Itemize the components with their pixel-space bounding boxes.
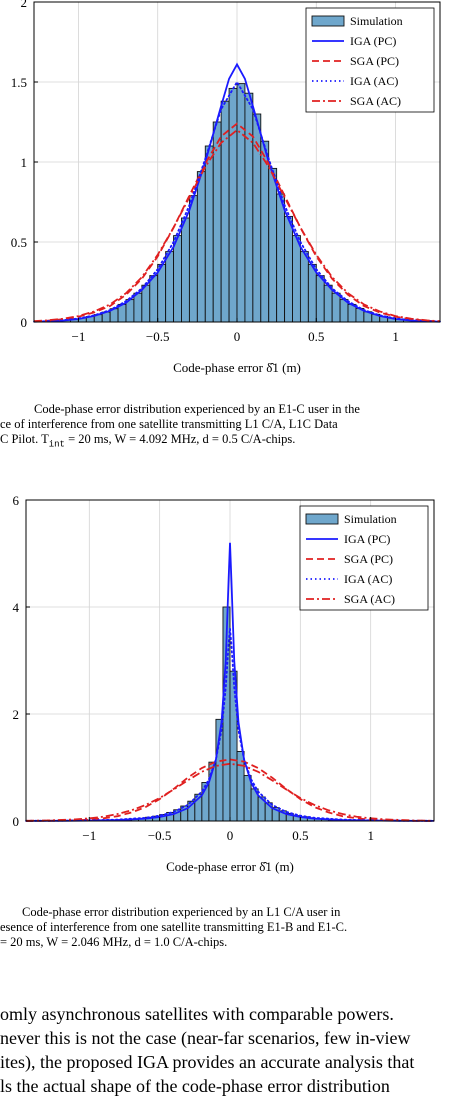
histogram-bar — [157, 263, 167, 323]
caption-line: esence of interference from one satellit… — [0, 920, 348, 934]
chart-2: −1 −0.5 0 0.5 1 0 2 4 6 Code-phase error δ̂1 (m) S… — [13, 493, 435, 874]
figure-caption-1: Code-phase error distribution experience… — [0, 402, 474, 453]
x-tick-label: −0.5 — [148, 828, 172, 843]
y-tick-label: 4 — [13, 600, 20, 615]
y-tick-label: 1.5 — [11, 75, 27, 90]
x-tick-label: −1 — [82, 828, 96, 843]
series-line-sga-ac — [33, 128, 441, 323]
caption-line: Code-phase error distribution experience… — [34, 402, 360, 416]
histogram-bar — [133, 292, 143, 323]
y-tick-label: 0 — [13, 814, 20, 829]
caption-text: C Pilot. T — [0, 432, 49, 446]
histogram-bar — [268, 167, 278, 323]
caption-line: ce of interference from one satellite tr… — [0, 417, 338, 431]
y-tick-label: 2 — [13, 707, 20, 722]
histogram-bar — [243, 775, 252, 822]
histogram-bar — [315, 275, 325, 323]
series-line-sga-ac — [25, 762, 435, 822]
histogram-bar — [149, 275, 159, 323]
body-line: ls the actual shape of the code-phase er… — [0, 1076, 390, 1096]
series-line-iga-ac — [25, 628, 435, 822]
y-tick-label: 6 — [13, 493, 20, 508]
legend-label: IGA (AC) — [350, 74, 398, 88]
legend: Simulation IGA (PC) SGA (PC) IGA (AC) SGA (A… — [305, 7, 435, 113]
histogram-bar — [181, 217, 190, 323]
histogram-bar — [165, 251, 175, 323]
legend-label: Simulation — [344, 512, 397, 526]
legend-swatch-histogram — [305, 513, 339, 525]
caption-subscript: int — [48, 439, 65, 450]
series-line-sga-pc — [33, 122, 441, 323]
legend-label: SGA (PC) — [350, 54, 399, 68]
figure-caption-2: Code-phase error distribution experience… — [0, 905, 474, 950]
y-tick-label: 1 — [21, 155, 28, 170]
histogram-bar — [212, 121, 222, 323]
x-tick-label: 1 — [367, 828, 374, 843]
histogram-bar — [236, 83, 246, 323]
x-axis-label: Code-phase error δ̂1 (m) — [166, 859, 294, 874]
histogram-bar — [323, 284, 333, 323]
x-tick-label: −0.5 — [146, 329, 170, 344]
legend-label: SGA (AC) — [344, 592, 395, 606]
x-axis-label: Code-phase error δ̂1 (m) — [173, 360, 301, 375]
body-line: omly asynchronous satellites with compar… — [0, 1004, 394, 1024]
histogram-bar — [307, 263, 317, 323]
histogram-bar — [244, 92, 254, 323]
y-tick-label: 0 — [21, 315, 28, 330]
caption-line: Code-phase error distribution experience… — [22, 905, 341, 919]
histogram-bar — [276, 193, 286, 323]
histogram-bar — [284, 215, 293, 323]
legend-label: IGA (PC) — [350, 34, 396, 48]
legend-label: SGA (PC) — [344, 552, 393, 566]
x-tick-label: −1 — [71, 329, 85, 344]
legend-label: IGA (AC) — [344, 572, 392, 586]
histogram-bar — [188, 195, 198, 323]
histogram-bar — [141, 284, 151, 323]
histogram-bar — [292, 235, 301, 323]
x-tick-label: 1 — [392, 329, 399, 344]
legend: Simulation IGA (PC) SGA (PC) IGA (AC) SGA (A… — [299, 505, 429, 611]
histogram-bars — [33, 83, 441, 323]
legend-label: IGA (PC) — [344, 532, 390, 546]
chart-1: −1 −0.5 0 0.5 1 0 0.5 1 1.5 2 Code-phase error δ̂1… — [11, 0, 441, 375]
legend-swatch-histogram — [311, 15, 345, 27]
series-line-sga-pc — [25, 758, 435, 822]
legend-label: SGA (AC) — [350, 94, 401, 108]
series-line-iga-pc — [25, 542, 435, 822]
histogram-bar — [331, 292, 341, 323]
x-tick-label: 0 — [227, 828, 234, 843]
x-tick-label: 0 — [234, 329, 241, 344]
caption-text: = 20 ms, W = 4.092 MHz, d = 0.5 C/A-chip… — [64, 432, 296, 446]
histogram-bar — [173, 235, 182, 323]
body-line: ites), the proposed IGA provides an accu… — [0, 1052, 415, 1072]
y-tick-label: 2 — [21, 0, 28, 10]
histogram-bar — [260, 140, 270, 323]
caption-line: = 20 ms, W = 2.046 MHz, d = 1.0 C/A-chip… — [0, 935, 228, 949]
histogram-bar — [196, 171, 206, 323]
body-paragraph: omly asynchronous satellites with compar… — [0, 1002, 474, 1098]
y-tick-label: 0.5 — [11, 235, 27, 250]
histogram-bar — [204, 145, 214, 323]
caption-line: C Pilot. Tint = 20 ms, W = 4.092 MHz, d … — [0, 432, 474, 453]
body-line: never this is not the case (near-far sce… — [0, 1028, 411, 1048]
histogram-bar — [299, 251, 309, 323]
x-tick-label: 0.5 — [308, 329, 324, 344]
legend-label: Simulation — [350, 14, 403, 28]
x-tick-label: 0.5 — [292, 828, 308, 843]
